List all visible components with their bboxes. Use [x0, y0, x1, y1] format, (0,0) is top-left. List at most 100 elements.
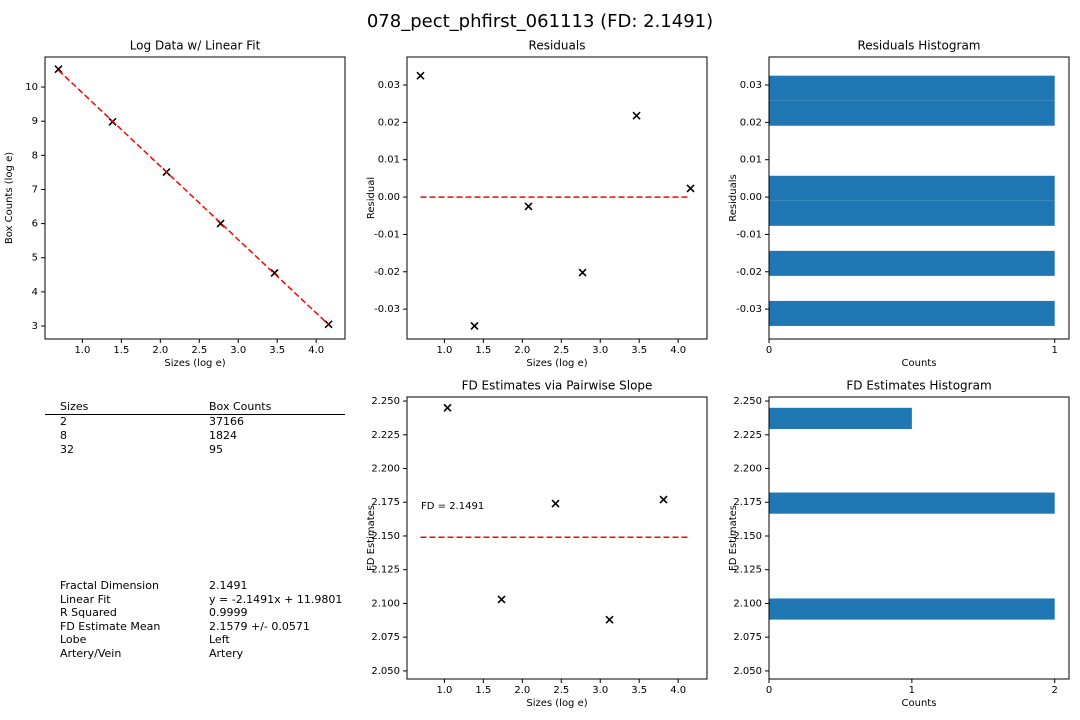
- y-tick-label: 2.250: [733, 396, 762, 407]
- summary-cell: Fractal Dimension: [60, 579, 159, 592]
- y-tick-label: 2.075: [371, 632, 400, 643]
- summary-cell: Lobe: [60, 633, 87, 647]
- x-tick-label: 1: [1052, 345, 1058, 356]
- table-cell: 2: [60, 415, 67, 428]
- table-cell: 95: [209, 443, 223, 456]
- x-tick-label: 2.0: [514, 345, 530, 356]
- x-tick-label: 2: [1052, 685, 1058, 696]
- x-tick-label: 4.0: [308, 345, 324, 356]
- x-tick-label: 1.5: [475, 685, 491, 696]
- x-tick-label: 1: [909, 685, 915, 696]
- axes-frame: [406, 396, 708, 680]
- y-tick-label: 2.225: [371, 430, 400, 441]
- y-tick-label: 0.00: [378, 192, 400, 203]
- x-tick-label: 2.0: [152, 345, 168, 356]
- chart-title: Residuals Histogram: [858, 39, 981, 53]
- y-tick-label: 2.100: [733, 598, 762, 609]
- y-tick-label: 0.03: [378, 80, 400, 91]
- y-tick-label: 5: [32, 253, 38, 264]
- y-tick-label: 10: [25, 82, 38, 93]
- y-tick-label: -0.01: [736, 229, 762, 240]
- summary-cell: 0.9999: [209, 606, 248, 620]
- table-cell: 37166: [209, 415, 244, 428]
- y-tick-label: -0.02: [374, 267, 400, 278]
- x-axis-label: Sizes (log e): [164, 358, 225, 369]
- scatter-point: [497, 595, 506, 604]
- y-axis-label: Residuals: [728, 174, 739, 221]
- x-tick-label: 3.0: [592, 345, 608, 356]
- x-tick-label: 1.0: [74, 345, 90, 356]
- x-tick-label: 4.0: [670, 685, 686, 696]
- x-tick-label: 3.5: [631, 345, 647, 356]
- summary-cell: 2.1491: [209, 579, 248, 592]
- summary-cell: 2.1579 +/- 0.0571: [209, 619, 310, 633]
- axes-frame: [406, 56, 708, 340]
- x-tick-label: 1.5: [475, 345, 491, 356]
- x-tick-label: 0: [766, 345, 772, 356]
- x-tick-label: 2.5: [553, 345, 569, 356]
- scatter-point: [443, 403, 452, 412]
- y-tick-label: 2.050: [371, 666, 400, 677]
- summary-cell: Artery/Vein: [60, 647, 122, 660]
- scatter-point: [524, 202, 533, 211]
- scatter-point: [551, 499, 560, 508]
- y-tick-label: 0.01: [378, 155, 400, 166]
- y-tick-label: -0.03: [374, 304, 400, 315]
- x-tick-label: 3.5: [269, 345, 285, 356]
- scatter-point: [416, 71, 425, 80]
- x-axis-label: Sizes (log e): [526, 358, 587, 369]
- scatter-point: [470, 321, 479, 330]
- chart-title: Residuals: [529, 39, 586, 53]
- histogram-bar: [769, 200, 1055, 226]
- x-tick-label: 2.5: [191, 345, 207, 356]
- summary-cell: FD Estimate Mean: [60, 619, 161, 633]
- summary-cell: Artery: [209, 647, 244, 660]
- y-tick-label: 2.150: [371, 531, 400, 542]
- y-tick-label: 2.075: [733, 632, 762, 643]
- x-tick-label: 3.0: [592, 685, 608, 696]
- annotation: FD = 2.1491: [421, 501, 484, 512]
- figure-title: 078_pect_phfirst_061113 (FD: 2.1491): [367, 11, 713, 32]
- y-tick-label: 6: [32, 219, 38, 230]
- histogram-bar: [769, 492, 1055, 514]
- y-tick-label: -0.02: [736, 267, 762, 278]
- y-tick-label: 9: [32, 116, 38, 127]
- y-tick-label: 8: [32, 150, 38, 161]
- y-tick-label: 2.175: [733, 497, 762, 508]
- histogram-bar: [769, 250, 1055, 276]
- y-tick-label: 0.02: [740, 117, 762, 128]
- histogram-bar: [769, 175, 1055, 201]
- x-axis-label: Sizes (log e): [526, 698, 587, 709]
- y-tick-label: -0.03: [736, 304, 762, 315]
- y-axis-label: FD Estimates: [728, 505, 739, 571]
- table-cell: 32: [60, 443, 74, 456]
- histogram-bar: [769, 407, 912, 429]
- scatter-point: [632, 111, 641, 120]
- x-tick-label: 3.5: [631, 685, 647, 696]
- x-tick-label: 2.5: [553, 685, 569, 696]
- table-rule: [45, 414, 345, 415]
- y-tick-label: 2.125: [371, 565, 400, 576]
- histogram-bar: [769, 300, 1055, 326]
- y-tick-label: 2.050: [733, 666, 762, 677]
- y-tick-label: 2.200: [371, 464, 400, 475]
- x-tick-label: 1.0: [436, 685, 452, 696]
- y-tick-label: 2.250: [371, 396, 400, 407]
- scatter-point: [605, 615, 614, 624]
- x-tick-label: 2.0: [514, 685, 530, 696]
- x-tick-label: 1.0: [436, 345, 452, 356]
- y-tick-label: -0.01: [374, 229, 400, 240]
- axes-frame: [44, 56, 346, 340]
- table-header: Sizes: [60, 400, 89, 413]
- histogram-bar: [769, 598, 1055, 620]
- x-tick-label: 4.0: [670, 345, 686, 356]
- y-axis-label: Box Counts (log e): [4, 152, 15, 244]
- y-tick-label: 2.125: [733, 565, 762, 576]
- axes-frame: [768, 56, 1070, 340]
- summary-cell: y = -2.1491x + 11.9801: [209, 592, 343, 606]
- chart-title: Log Data w/ Linear Fit: [130, 39, 261, 53]
- summary-cell: Linear Fit: [60, 592, 111, 606]
- summary-cell: R Squared: [60, 606, 117, 620]
